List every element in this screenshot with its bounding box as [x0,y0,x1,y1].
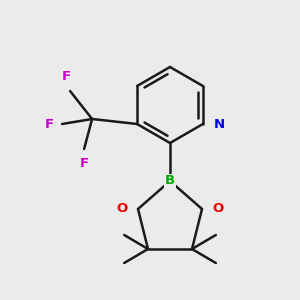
Text: O: O [212,202,223,215]
Text: N: N [214,118,225,130]
Text: F: F [80,157,89,170]
Text: B: B [165,175,175,188]
Text: F: F [61,70,71,83]
Text: F: F [45,118,54,130]
Text: O: O [117,202,128,215]
